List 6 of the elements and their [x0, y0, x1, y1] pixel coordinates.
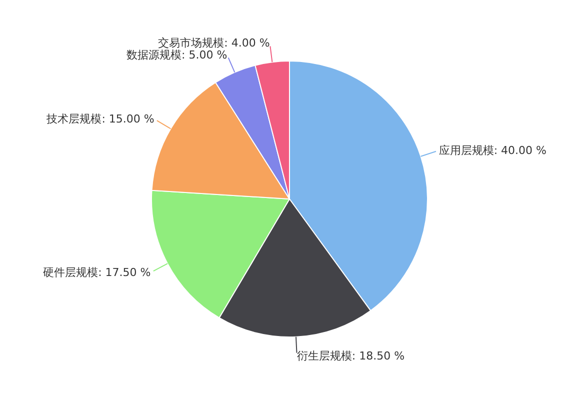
slice-label: 技术层规模: 15.00 %	[46, 112, 154, 126]
slice-label: 衍生层规模: 18.50 %	[296, 349, 405, 362]
slice-label: 交易市场规模: 4.00 %	[158, 36, 270, 50]
slice-label: 应用层规模: 40.00 %	[438, 144, 546, 157]
slice-label: 数据源规模: 5.00 %	[126, 48, 228, 62]
slice-label: 硬件层规模: 17.50 %	[43, 266, 151, 279]
